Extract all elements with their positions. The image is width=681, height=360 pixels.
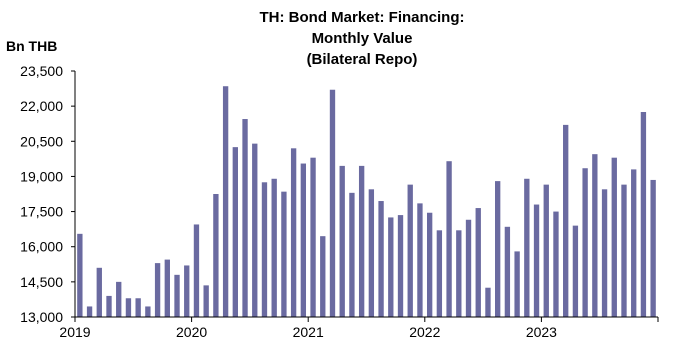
y-tick-label: 16,000 <box>20 239 63 255</box>
bar-2022-10 <box>514 251 520 317</box>
bar-2020-10 <box>281 191 287 317</box>
bar-2023-04 <box>572 225 579 317</box>
bar-2022-08 <box>495 181 501 317</box>
bar-2021-09 <box>388 217 394 317</box>
bar-2021-04 <box>339 165 345 317</box>
bar-2022-11 <box>524 178 530 317</box>
bar-2020-02 <box>203 285 209 317</box>
bar-2019-08 <box>145 306 151 317</box>
chart-title-line-2: Monthly Value <box>312 30 413 47</box>
x-axis: 2019 2020 2021 2022 2023 <box>59 316 659 340</box>
bar-2022-02 <box>436 230 443 317</box>
bar-2022-05 <box>465 219 472 317</box>
bar-2023-03 <box>563 124 569 317</box>
bar-2022-04 <box>456 230 462 317</box>
bar-2022-03 <box>446 161 452 317</box>
bar-2023-10 <box>631 169 637 317</box>
bar-2020-11 <box>290 148 297 317</box>
bar-2019-06 <box>125 298 132 317</box>
bar-2022-12 <box>533 204 540 317</box>
bar-2019-03 <box>96 267 102 317</box>
bar-2021-08 <box>378 201 384 317</box>
bar-2019-12 <box>184 265 190 317</box>
x-tick-label: 2022 <box>409 324 440 340</box>
bar-2019-01 <box>77 233 83 317</box>
y-tick-label: 13,000 <box>20 309 63 325</box>
bar-2020-09 <box>271 178 277 317</box>
bar-2023-06 <box>592 154 598 317</box>
bar-2019-09 <box>154 263 161 317</box>
bar-2021-02 <box>320 236 326 317</box>
bar-2023-08 <box>611 157 617 317</box>
bar-2022-09 <box>504 226 511 317</box>
bar-2019-05 <box>116 281 122 317</box>
bar-2022-07 <box>485 287 491 317</box>
bar-2019-07 <box>135 298 141 317</box>
bar-2021-01 <box>310 157 316 317</box>
bar-2023-07 <box>601 189 608 317</box>
y-axis: 13,000 14,500 16,000 17,500 19,000 20,500 22,0… <box>20 63 76 325</box>
bar-2020-12 <box>300 163 307 317</box>
chart-title-line-1: TH: Bond Market: Financing: <box>260 9 465 26</box>
bar-2023-01 <box>543 184 549 317</box>
bar-2021-07 <box>368 189 375 317</box>
bar-2019-11 <box>174 274 180 317</box>
bar-2023-05 <box>582 168 588 317</box>
bar-2020-06 <box>242 119 248 317</box>
bar-2021-05 <box>349 192 355 317</box>
bar-2022-06 <box>475 208 481 317</box>
bar-2023-11 <box>640 112 647 317</box>
bar-2021-06 <box>358 165 365 317</box>
bar-2020-01 <box>193 224 200 317</box>
bar-series <box>77 86 656 318</box>
bar-2021-11 <box>407 184 413 317</box>
bar-2020-04 <box>222 86 229 317</box>
y-axis-unit-label: Bn THB <box>6 38 57 54</box>
bar-2021-10 <box>397 215 404 317</box>
bar-2020-08 <box>261 182 268 317</box>
y-tick-label: 22,000 <box>20 98 63 114</box>
bar-2022-01 <box>426 212 433 317</box>
y-tick-label: 17,500 <box>20 204 63 220</box>
y-tick-label: 20,500 <box>20 133 63 149</box>
x-tick-label: 2023 <box>526 324 557 340</box>
bar-2020-07 <box>252 143 258 317</box>
y-tick-label: 14,500 <box>20 274 63 290</box>
x-tick-label: 2021 <box>293 324 324 340</box>
chart-title-line-3: (Bilateral Repo) <box>307 51 418 68</box>
x-tick-label: 2020 <box>176 324 207 340</box>
chart-title: TH: Bond Market: Financing: Monthly Valu… <box>260 9 465 68</box>
y-tick-label: 23,500 <box>20 63 63 79</box>
bar-2020-03 <box>213 194 219 317</box>
bar-2023-02 <box>553 211 559 317</box>
x-tick-label: 2019 <box>59 324 90 340</box>
bar-2019-04 <box>106 295 112 317</box>
bar-2021-03 <box>329 89 336 318</box>
bar-2019-02 <box>86 306 93 317</box>
y-tick-label: 19,000 <box>20 168 63 184</box>
bar-2020-05 <box>232 147 238 317</box>
bar-2021-12 <box>417 203 423 317</box>
bar-2019-10 <box>164 259 170 317</box>
bar-2023-12 <box>650 179 656 317</box>
bar-2023-09 <box>621 184 627 317</box>
